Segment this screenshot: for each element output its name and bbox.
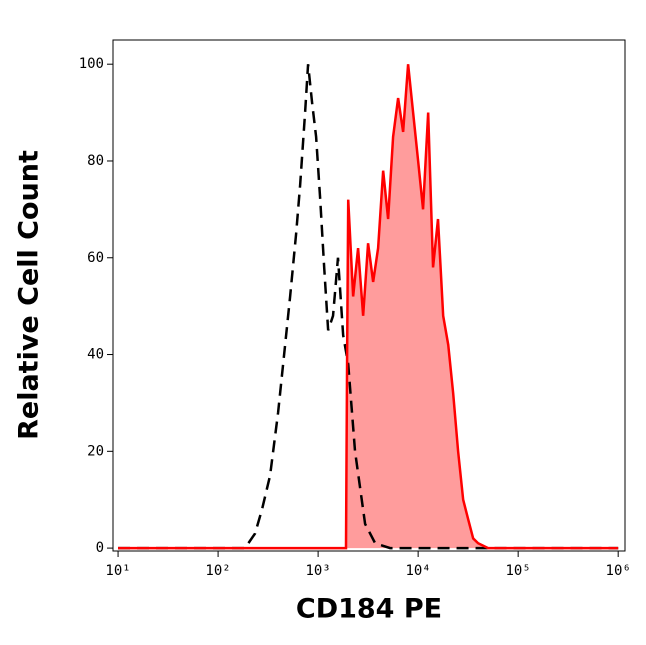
histogram-line (118, 64, 619, 550)
y-tick-label: 20 (87, 443, 104, 459)
x-tick-label: 10⁵ (506, 563, 531, 579)
x-tick-label: 10⁴ (405, 563, 430, 579)
plot-frame (112, 39, 626, 552)
x-tick-label: 10¹ (105, 563, 130, 579)
plot: 0 20 40 60 80 100 10¹ 10² 10³ 10⁴ 10⁵ 10⁶ (79, 56, 631, 579)
y-axis-title: Relative Cell Count (14, 150, 45, 440)
y-tick-label: 0 (96, 540, 104, 556)
y-tick-label: 80 (87, 153, 104, 169)
y-tick-label: 60 (87, 250, 104, 266)
x-tick-label: 10⁶ (606, 563, 631, 579)
x-tick-label: 10² (205, 563, 230, 579)
x-axis-title: CD184 PE (296, 594, 442, 625)
histogram-line (118, 64, 619, 550)
histogram-area (118, 64, 619, 549)
y-tick-label: 100 (79, 56, 104, 72)
x-tick-label: 10³ (305, 563, 330, 579)
y-tick-label: 40 (87, 347, 104, 363)
